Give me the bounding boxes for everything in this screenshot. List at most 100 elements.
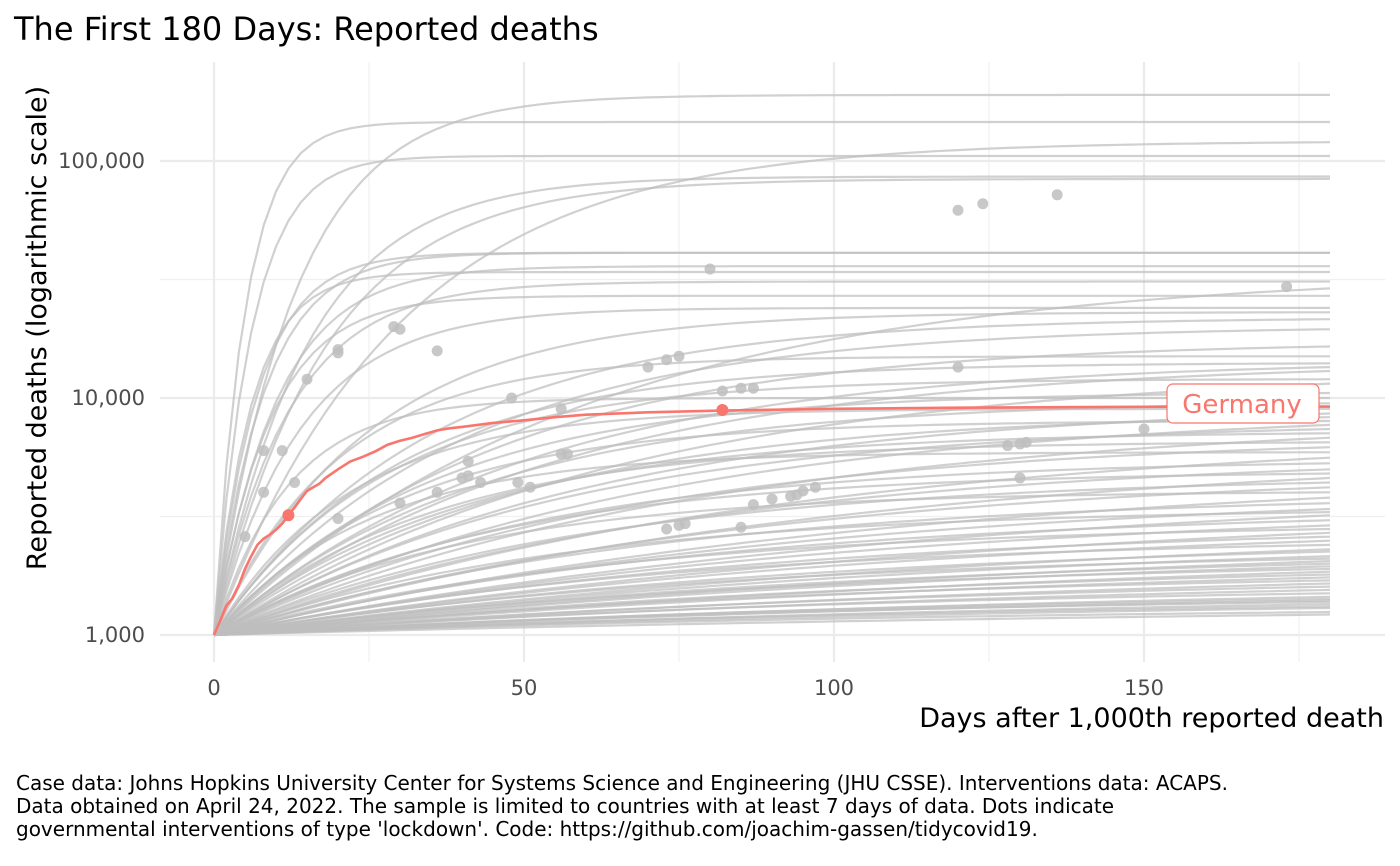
country-line xyxy=(213,481,1331,637)
country-line xyxy=(212,294,1330,636)
lockdown-dot xyxy=(716,385,728,397)
lockdown-dot xyxy=(661,523,673,535)
chart-title: The First 180 Days: Reported deaths xyxy=(13,10,599,48)
lockdown-dot xyxy=(747,499,759,511)
chart-caption: Case data: Johns Hopkins University Cent… xyxy=(16,772,1228,841)
x-tick-label: 0 xyxy=(207,676,220,700)
lockdown-dot xyxy=(704,263,716,275)
country-line xyxy=(212,265,1330,636)
lockdown-dot xyxy=(561,448,573,460)
x-tick-label: 150 xyxy=(1124,676,1164,700)
country-line xyxy=(212,251,1330,636)
lockdown-dot xyxy=(1014,472,1026,484)
country-line xyxy=(213,369,1331,636)
lockdown-dot xyxy=(735,521,747,533)
country-line xyxy=(213,567,1331,637)
country-line xyxy=(213,519,1331,637)
lockdown-dot xyxy=(1051,189,1063,201)
country-line xyxy=(212,280,1330,636)
country-line xyxy=(213,543,1331,637)
germany-label-box xyxy=(1166,383,1320,424)
lockdown-dot xyxy=(555,403,567,415)
lockdown-dot xyxy=(797,485,809,497)
country-line xyxy=(212,93,1330,636)
country-line xyxy=(212,306,1330,636)
country-line xyxy=(213,366,1331,636)
lockdown-dot xyxy=(766,493,778,505)
country-line xyxy=(213,407,1331,636)
lockdown-dot xyxy=(258,486,270,498)
lockdown-dot xyxy=(735,382,747,394)
lockdown-dot xyxy=(462,470,474,482)
y-tick-labels: 1,000 10,000 100,000 xyxy=(58,149,145,647)
country-line xyxy=(213,585,1331,637)
country-line xyxy=(213,382,1331,636)
lockdown-dot xyxy=(512,477,524,489)
country-line xyxy=(212,154,1330,636)
other-lockdown-dots xyxy=(239,189,1293,543)
country-line xyxy=(213,592,1331,637)
lockdown-dot xyxy=(239,531,251,543)
lockdown-dot xyxy=(809,481,821,493)
country-line xyxy=(213,610,1331,637)
lockdown-dot xyxy=(661,354,673,366)
other-country-lines xyxy=(212,93,1331,637)
lockdown-dot xyxy=(332,513,344,525)
country-line xyxy=(212,177,1330,636)
lockdown-dot xyxy=(394,497,406,509)
lockdown-dot xyxy=(462,455,474,467)
country-line xyxy=(213,441,1331,636)
country-line xyxy=(212,141,1331,636)
lockdown-dot xyxy=(431,345,443,357)
lockdown-dot xyxy=(475,477,487,489)
country-line xyxy=(213,446,1331,636)
lockdown-dot xyxy=(977,198,989,210)
country-line xyxy=(213,579,1331,637)
x-tick-label: 50 xyxy=(511,676,538,700)
y-tick-label: 10,000 xyxy=(72,386,145,410)
country-line xyxy=(213,311,1330,636)
lockdown-dot xyxy=(276,445,288,457)
lockdown-dot xyxy=(747,382,759,394)
country-line xyxy=(213,318,1331,636)
country-line xyxy=(213,491,1331,636)
country-line xyxy=(212,270,1330,636)
germany-lockdown-dot xyxy=(282,509,295,522)
lockdown-dot xyxy=(1020,436,1032,448)
lockdown-dot xyxy=(952,361,964,373)
country-line xyxy=(212,175,1330,636)
country-line xyxy=(213,345,1331,636)
germany-label-text: Germany xyxy=(1182,390,1302,420)
lockdown-dot xyxy=(673,350,685,362)
germany-lockdown-dot xyxy=(716,403,729,416)
country-line xyxy=(212,396,1330,636)
lockdown-dot xyxy=(524,481,536,493)
country-line xyxy=(213,362,1330,636)
country-line xyxy=(213,527,1331,637)
country-line xyxy=(212,120,1330,636)
lockdown-dot xyxy=(506,392,518,404)
lockdown-dot xyxy=(642,361,654,373)
y-axis-label: Reported deaths (logarithmic scale) xyxy=(22,86,53,570)
x-axis-label: Days after 1,000th reported death xyxy=(919,703,1384,734)
country-line xyxy=(213,472,1331,636)
germany-label: Germany xyxy=(1166,383,1320,424)
germany-line xyxy=(212,405,1330,636)
germany-series xyxy=(212,403,1330,636)
lockdown-dot xyxy=(679,518,691,530)
lockdown-dot xyxy=(394,323,406,335)
lockdown-dot xyxy=(289,477,301,489)
country-line xyxy=(213,600,1331,637)
lockdown-dot xyxy=(258,445,270,457)
country-line xyxy=(213,511,1331,637)
country-line xyxy=(213,539,1331,637)
x-tick-label: 100 xyxy=(814,676,854,700)
country-line xyxy=(213,613,1331,637)
lockdown-dot xyxy=(332,344,344,356)
y-tick-label: 1,000 xyxy=(85,623,145,647)
lockdown-dot xyxy=(431,486,443,498)
country-line xyxy=(213,436,1331,637)
lockdown-dot xyxy=(952,204,964,216)
country-line xyxy=(213,432,1331,636)
